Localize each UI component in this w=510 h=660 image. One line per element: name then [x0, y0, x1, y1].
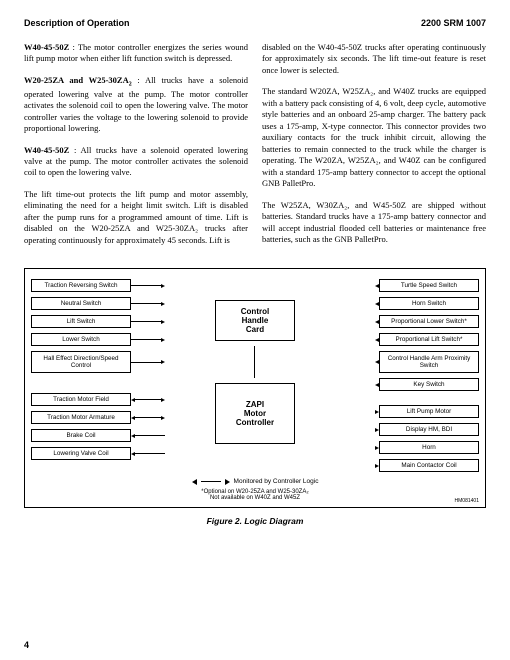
para-1: W40-45-50Z : The motor controller energi… [24, 42, 248, 65]
io-box: Turtle Speed Switch [379, 279, 479, 292]
monitor-legend: Monitored by Controller Logic [31, 478, 479, 485]
io-box: Lift Pump Motor [379, 405, 479, 418]
para-3: W40-45-50Z : All trucks have a solenoid … [24, 145, 248, 179]
figure-box: Traction Reversing Switch Neutral Switch… [24, 268, 486, 508]
io-box: Proportional Lower Switch* [379, 315, 479, 328]
io-box: Traction Reversing Switch [31, 279, 131, 292]
io-box: Horn [379, 441, 479, 454]
fig-center: Control Handle Card ZAPI Motor Controlle… [201, 279, 309, 472]
para-r3: The W25ZA, W30ZA₂, and W45-50Z are shipp… [262, 200, 486, 246]
fig-right: Turtle Speed Switch Horn Switch Proporti… [345, 279, 479, 472]
page-number: 4 [24, 640, 29, 650]
io-box: Lowering Valve Coil [31, 447, 131, 460]
io-box: Control Handle Arm Proximity Switch [379, 351, 479, 373]
para-2: W20-25ZA and W25-30ZA2 : All trucks have… [24, 75, 248, 135]
figure-2: Traction Reversing Switch Neutral Switch… [24, 268, 486, 526]
control-handle-card: Control Handle Card [215, 300, 295, 341]
figure-caption: Figure 2. Logic Diagram [24, 516, 486, 526]
io-box: Traction Motor Field [31, 393, 131, 406]
left-column: W40-45-50Z : The motor controller energi… [24, 42, 248, 256]
io-box: Neutral Switch [31, 297, 131, 310]
io-box: Main Contactor Coil [379, 459, 479, 472]
figure-footnotes: *Optional on W20-25ZA and W25-30ZA₂ Not … [31, 489, 479, 501]
io-box: Hall Effect Direction/Speed Control [31, 351, 131, 373]
io-box: Key Switch [379, 378, 479, 391]
fig-left: Traction Reversing Switch Neutral Switch… [31, 279, 165, 472]
io-box: Display HM, BDI [379, 423, 479, 436]
para-4: The lift time-out protects the lift pump… [24, 189, 248, 246]
page-header: Description of Operation 2200 SRM 1007 [24, 18, 486, 28]
zapi-controller: ZAPI Motor Controller [215, 383, 295, 444]
io-box: Brake Coil [31, 429, 131, 442]
para-r2: The standard W20ZA, W25ZA₂, and W40Z tru… [262, 86, 486, 189]
io-box: Lower Switch [31, 333, 131, 346]
header-right: 2200 SRM 1007 [421, 18, 486, 28]
figure-id: HM081401 [455, 498, 479, 504]
body-text: W40-45-50Z : The motor controller energi… [24, 42, 486, 256]
io-box: Lift Switch [31, 315, 131, 328]
para-1-lead: W40-45-50Z [24, 42, 69, 52]
io-box: Traction Motor Armature [31, 411, 131, 424]
para-3-lead: W40-45-50Z [24, 145, 69, 155]
right-column: disabled on the W40-45-50Z trucks after … [262, 42, 486, 256]
para-r1: disabled on the W40-45-50Z trucks after … [262, 42, 486, 76]
io-box: Horn Switch [379, 297, 479, 310]
para-2-lead: W20-25ZA and W25-30ZA [24, 75, 129, 85]
monitor-text: Monitored by Controller Logic [234, 478, 319, 485]
header-left: Description of Operation [24, 18, 130, 28]
footnote-2: Not available on W40Z and W45Z [31, 495, 479, 501]
io-box: Proportional Lift Switch* [379, 333, 479, 346]
